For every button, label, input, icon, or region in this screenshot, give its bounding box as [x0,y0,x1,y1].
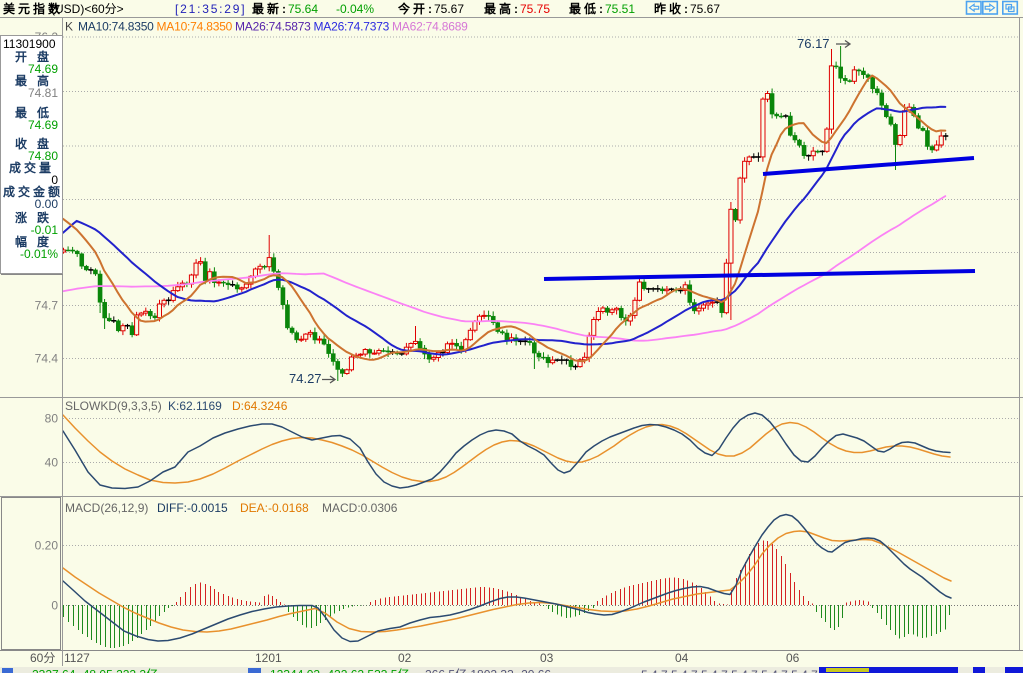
svg-text:涨: 涨 [15,210,27,225]
svg-text:04: 04 [675,651,689,665]
svg-text:02: 02 [398,651,412,665]
svg-text:成交量: 成交量 [9,160,54,175]
svg-text:-0.04%: -0.04% [336,2,374,16]
svg-text:(USD)<60分>: (USD)<60分> [51,2,124,16]
svg-text:266.5亿 1802.33 -20.66: 266.5亿 1802.33 -20.66 [425,667,551,673]
svg-text:幅: 幅 [15,234,27,249]
svg-text:跌: 跌 [37,210,50,225]
svg-text:MA62:74.8689: MA62:74.8689 [392,20,468,34]
svg-text:2327.64 -48.05 222.2亿: 2327.64 -48.05 222.2亿 [32,667,158,673]
svg-text:74.27: 74.27 [289,371,322,386]
svg-text:-0.01: -0.01 [31,223,59,237]
svg-text:76.17: 76.17 [797,36,830,51]
svg-text:D:64.3246: D:64.3246 [232,399,288,413]
svg-text:[21:35:29]: [21:35:29] [175,2,246,16]
svg-text:1127: 1127 [64,651,90,665]
svg-text:MA26:74.7373: MA26:74.7373 [314,20,390,34]
svg-text:06: 06 [786,651,800,665]
svg-text:0: 0 [51,173,58,187]
svg-text:MACD(26,12,9): MACD(26,12,9) [65,501,148,515]
svg-text:最低:: 最低: [569,1,606,16]
svg-text:成交金额: 成交金额 [3,184,63,199]
svg-text:最: 最 [15,106,28,120]
svg-text:最新:: 最新: [252,1,289,16]
svg-text:74.7: 74.7 [35,299,59,313]
svg-text:今开:: 今开: [397,1,435,16]
svg-text:75.67: 75.67 [434,2,464,16]
svg-text:MACD:0.0306: MACD:0.0306 [322,501,398,515]
svg-text:74.81: 74.81 [28,86,58,100]
svg-text:SLOWKD(9,3,3,5): SLOWKD(9,3,3,5) [65,399,162,413]
svg-text:75.64: 75.64 [288,2,318,16]
svg-text:60分: 60分 [30,651,55,665]
svg-text:0.00: 0.00 [35,197,59,211]
svg-text:最高:: 最高: [484,1,521,16]
svg-text:1201: 1201 [255,651,282,665]
svg-text:40: 40 [45,456,59,470]
svg-text:11301900: 11301900 [3,37,56,51]
svg-text:DEA:-0.0168: DEA:-0.0168 [240,501,309,515]
svg-text:-0.01%: -0.01% [20,247,58,261]
svg-text:收: 收 [15,136,27,151]
svg-text:盘: 盘 [37,136,49,151]
svg-text:75.51: 75.51 [605,2,635,16]
svg-text:0: 0 [51,599,58,613]
svg-text:盘: 盘 [37,49,49,64]
svg-text:03: 03 [540,651,554,665]
svg-text:MA10:74.8350: MA10:74.8350 [78,20,154,34]
svg-text:75.75: 75.75 [520,2,550,16]
svg-text:74.80: 74.80 [28,149,58,163]
svg-text:MA26:74.5873: MA26:74.5873 [235,20,311,34]
svg-text:5.4 7.5 4.7 5.4 7.5 4.7 5.4 7.: 5.4 7.5 4.7 5.4 7.5 4.7 5.4 7.5 4.7 [641,668,818,673]
svg-text:高: 高 [37,73,49,88]
svg-text:DIFF:-0.0015: DIFF:-0.0015 [157,501,228,515]
svg-text:74.4: 74.4 [35,352,59,366]
svg-text:12344.02 -422.62 533.5亿: 12344.02 -422.62 533.5亿 [270,667,409,673]
svg-text:K:62.1169: K:62.1169 [168,399,222,413]
svg-text:度: 度 [37,234,50,249]
svg-text:74.69: 74.69 [28,118,58,132]
svg-text:最: 最 [15,74,28,88]
svg-text:低: 低 [36,105,49,120]
svg-text:75.67: 75.67 [690,2,720,16]
svg-text:K: K [65,20,73,34]
svg-text:MA10:74.8350: MA10:74.8350 [157,20,233,34]
svg-text:74.69: 74.69 [28,62,58,76]
svg-text:美元指数: 美元指数 [3,1,63,16]
svg-text:0.20: 0.20 [35,539,59,553]
svg-text:开: 开 [15,50,27,64]
svg-text:昨收:: 昨收: [654,1,691,16]
svg-text:80: 80 [45,412,59,426]
